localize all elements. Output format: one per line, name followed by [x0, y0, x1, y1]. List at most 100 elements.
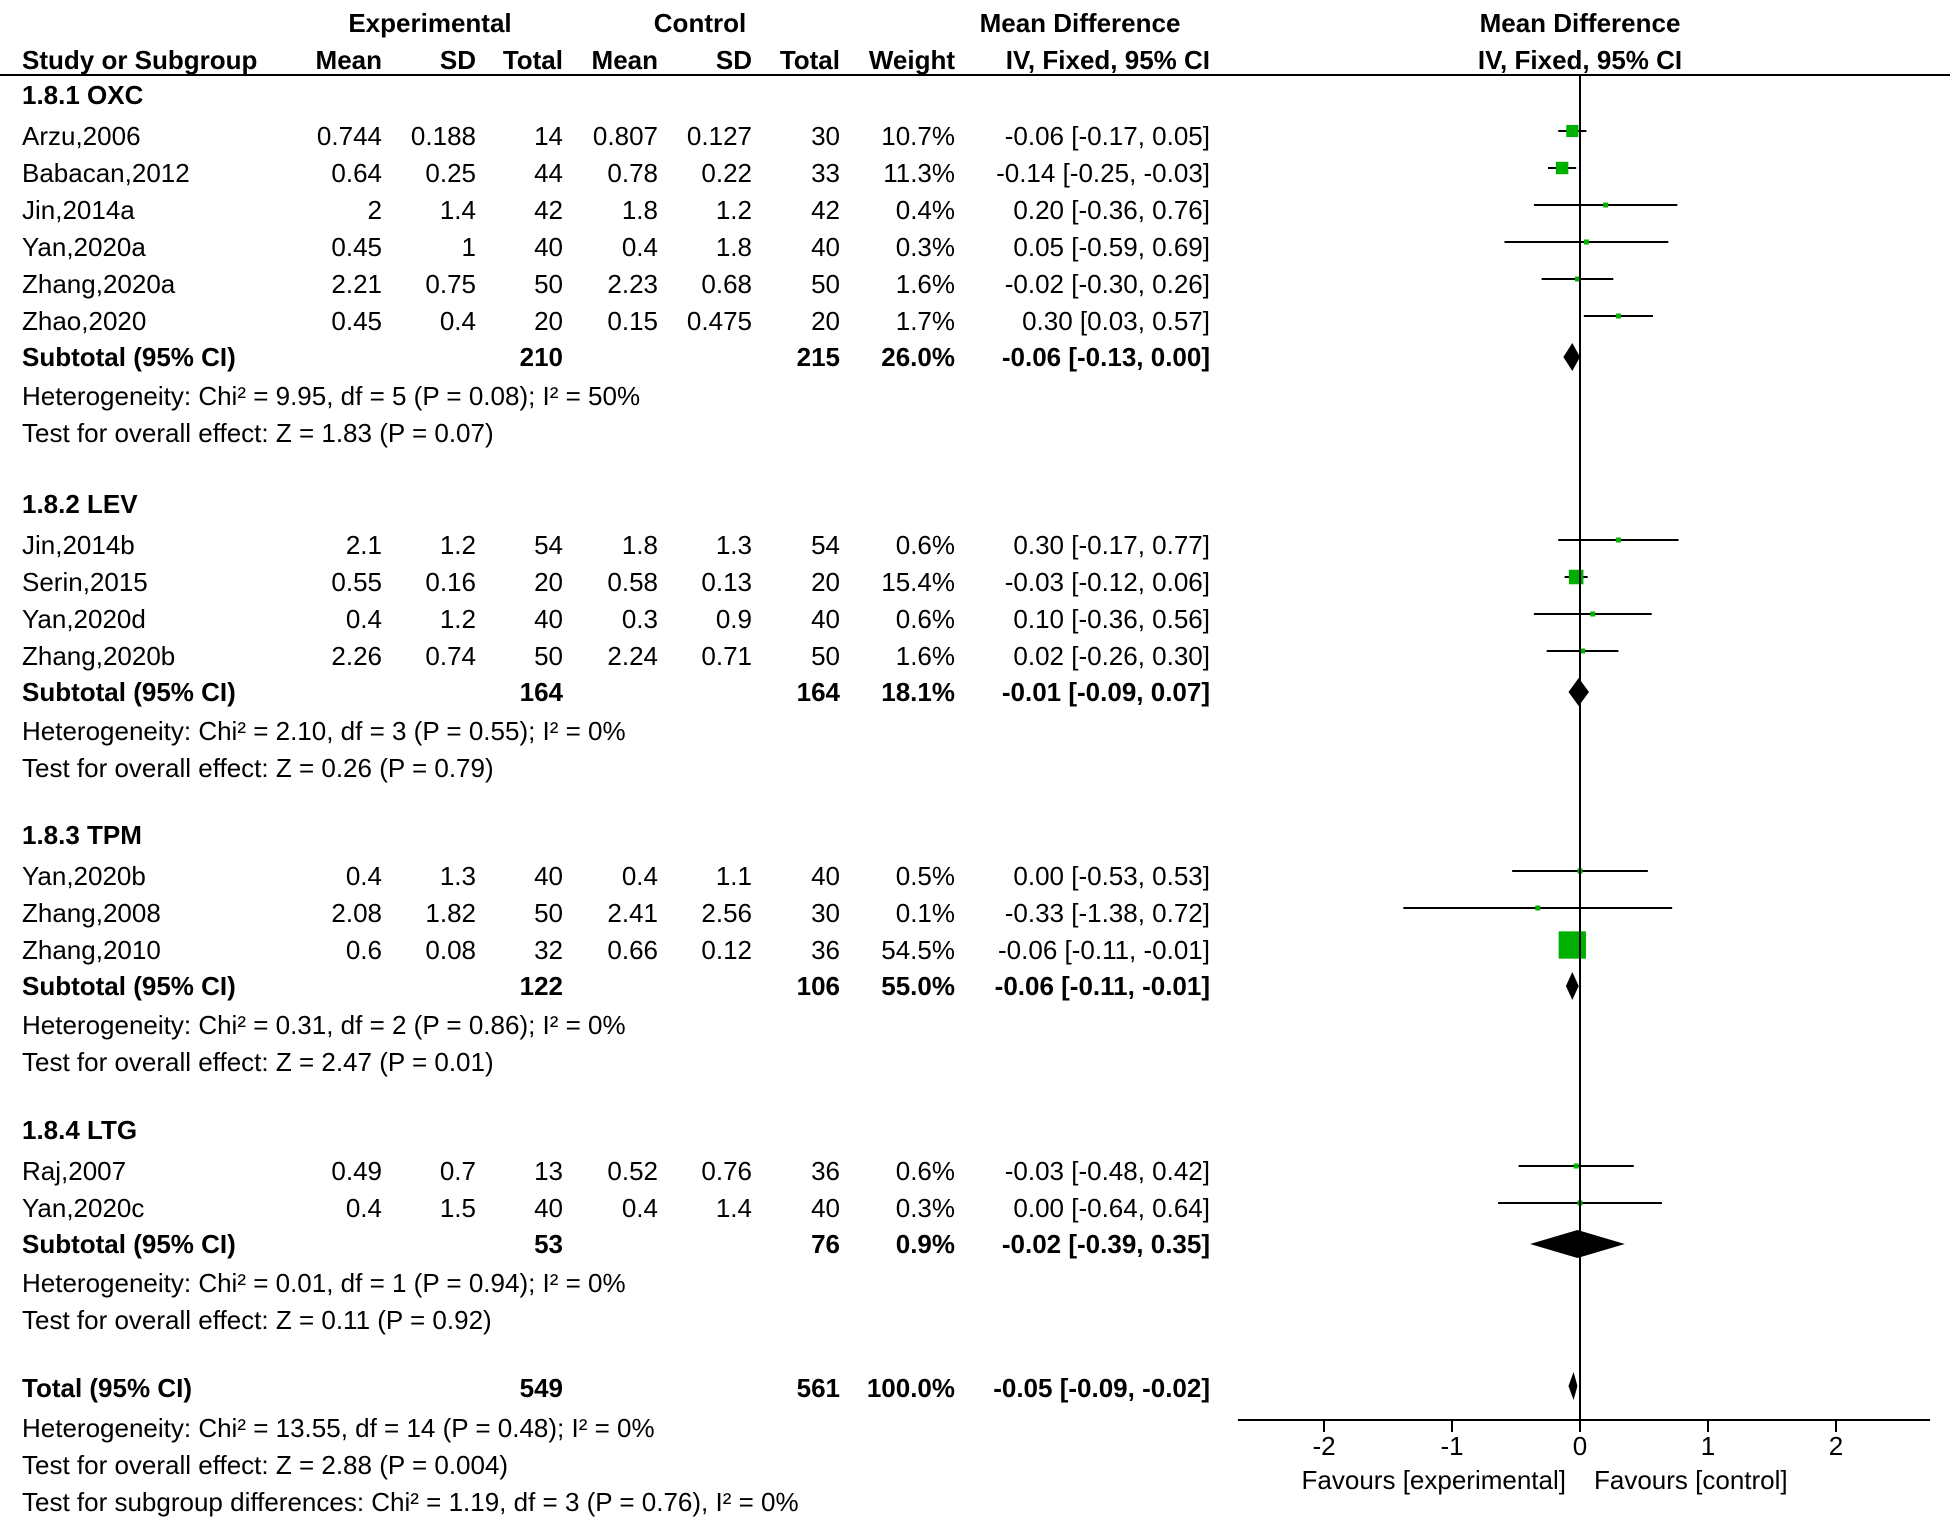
total-total-e: 549 [519, 1373, 563, 1403]
study-sd-e: 0.75 [425, 269, 476, 299]
subtotal-label: Subtotal (95% CI) [22, 342, 236, 372]
total-ci: -0.05 [-0.09, -0.02] [993, 1373, 1210, 1403]
subtotal-total-e: 210 [519, 342, 563, 372]
study-sd-e: 1.2 [439, 604, 476, 634]
study-name: Yan,2020a [22, 232, 146, 262]
study-name: Zhao,2020 [22, 306, 147, 336]
study-total-c: 30 [811, 121, 840, 151]
study-weight: 54.5% [881, 935, 955, 965]
study-mean-e: 0.55 [331, 567, 382, 597]
study-mean-e: 0.45 [331, 232, 382, 262]
study-mean-c: 0.58 [607, 567, 658, 597]
study-mean-e: 0.4 [345, 604, 382, 634]
total-overall-effect: Test for overall effect: Z = 2.88 (P = 0… [22, 1450, 509, 1480]
header-sd-e: SD [439, 45, 476, 75]
effect-square-g0-s2 [1603, 202, 1609, 208]
subtotal-weight: 26.0% [881, 342, 955, 372]
diamond-subtotal-2 [1565, 972, 1579, 1000]
study-mean-c: 1.8 [621, 195, 658, 225]
study-name: Zhang,2008 [22, 898, 161, 928]
subgroup-title: 1.8.4 LTG [22, 1115, 138, 1145]
study-weight: 0.6% [895, 1156, 955, 1186]
favours-experimental-label: Favours [experimental] [1302, 1465, 1566, 1495]
header-total-e: Total [502, 45, 563, 75]
subgroup-heterogeneity: Heterogeneity: Chi² = 2.10, df = 3 (P = … [22, 716, 626, 746]
study-mean-c: 0.3 [621, 604, 658, 634]
header-sd-c: SD [715, 45, 752, 75]
subgroup-overall-effect: Test for overall effect: Z = 2.47 (P = 0… [22, 1047, 494, 1077]
study-weight: 10.7% [881, 121, 955, 151]
header-rule [0, 74, 1950, 76]
study-weight: 1.7% [895, 306, 955, 336]
study-total-e: 13 [534, 1156, 563, 1186]
study-sd-c: 0.71 [701, 641, 752, 671]
study-sd-c: 0.475 [686, 306, 752, 336]
study-total-e: 54 [534, 530, 563, 560]
study-mean-c: 0.4 [621, 232, 658, 262]
study-name: Raj,2007 [22, 1156, 127, 1186]
study-mean-e: 0.4 [345, 861, 382, 891]
study-sd-e: 1.4 [439, 195, 476, 225]
study-ci: 0.02 [-0.26, 0.30] [1013, 641, 1210, 671]
header-mean-c: Mean [591, 45, 658, 75]
study-total-c: 50 [811, 269, 840, 299]
x-tick-label: -1 [1440, 1431, 1463, 1461]
study-weight: 0.5% [895, 861, 955, 891]
study-sd-c: 0.68 [701, 269, 752, 299]
study-mean-e: 2.21 [331, 269, 382, 299]
study-mean-c: 0.4 [621, 1193, 658, 1223]
study-mean-e: 0.64 [331, 158, 382, 188]
study-sd-c: 2.56 [701, 898, 752, 928]
study-total-e: 40 [534, 1193, 563, 1223]
study-total-e: 40 [534, 232, 563, 262]
study-total-e: 50 [534, 898, 563, 928]
study-name: Jin,2014b [22, 530, 135, 560]
header-study: Study or Subgroup [22, 45, 258, 75]
effect-square-g2-s2 [1558, 931, 1586, 959]
study-total-e: 42 [534, 195, 563, 225]
study-total-c: 20 [811, 567, 840, 597]
study-mean-e: 2 [367, 195, 382, 225]
study-name: Yan,2020c [22, 1193, 145, 1223]
study-total-c: 30 [811, 898, 840, 928]
study-ci: -0.33 [-1.38, 0.72] [1004, 898, 1210, 928]
study-mean-c: 0.807 [592, 121, 658, 151]
study-weight: 0.4% [895, 195, 955, 225]
study-ci: -0.06 [-0.11, -0.01] [998, 935, 1210, 965]
study-mean-e: 0.6 [345, 935, 382, 965]
study-sd-e: 0.08 [425, 935, 476, 965]
subgroup-title: 1.8.2 LEV [22, 489, 138, 519]
study-total-e: 40 [534, 861, 563, 891]
subgroup-overall-effect: Test for overall effect: Z = 1.83 (P = 0… [22, 418, 494, 448]
x-tick-label: 0 [1573, 1431, 1587, 1461]
study-total-e: 50 [534, 641, 563, 671]
study-name: Arzu,2006 [22, 121, 141, 151]
study-mean-e: 0.4 [345, 1193, 382, 1223]
subgroup-heterogeneity: Heterogeneity: Chi² = 0.01, df = 1 (P = … [22, 1268, 626, 1298]
subgroup-title: 1.8.1 OXC [22, 80, 144, 110]
study-mean-e: 0.45 [331, 306, 382, 336]
study-total-e: 20 [534, 567, 563, 597]
study-weight: 1.6% [895, 269, 955, 299]
study-name: Zhang,2010 [22, 935, 161, 965]
study-ci: 0.00 [-0.53, 0.53] [1013, 861, 1210, 891]
study-total-c: 40 [811, 861, 840, 891]
header-md-left: Mean Difference [979, 8, 1181, 38]
study-sd-c: 0.127 [686, 121, 752, 151]
study-ci: -0.02 [-0.30, 0.26] [1004, 269, 1210, 299]
study-weight: 0.3% [895, 1193, 955, 1223]
study-ci: -0.03 [-0.48, 0.42] [1004, 1156, 1210, 1186]
effect-square-g2-s1 [1535, 905, 1541, 911]
study-mean-c: 0.66 [607, 935, 658, 965]
subtotal-weight: 18.1% [881, 677, 955, 707]
study-mean-e: 2.1 [345, 530, 382, 560]
effect-square-g0-s3 [1583, 239, 1589, 245]
study-total-e: 32 [534, 935, 563, 965]
study-total-e: 44 [534, 158, 563, 188]
study-sd-c: 0.76 [701, 1156, 752, 1186]
study-total-c: 36 [811, 1156, 840, 1186]
study-ci: -0.14 [-0.25, -0.03] [996, 158, 1210, 188]
study-mean-c: 0.52 [607, 1156, 658, 1186]
study-sd-c: 1.4 [715, 1193, 752, 1223]
